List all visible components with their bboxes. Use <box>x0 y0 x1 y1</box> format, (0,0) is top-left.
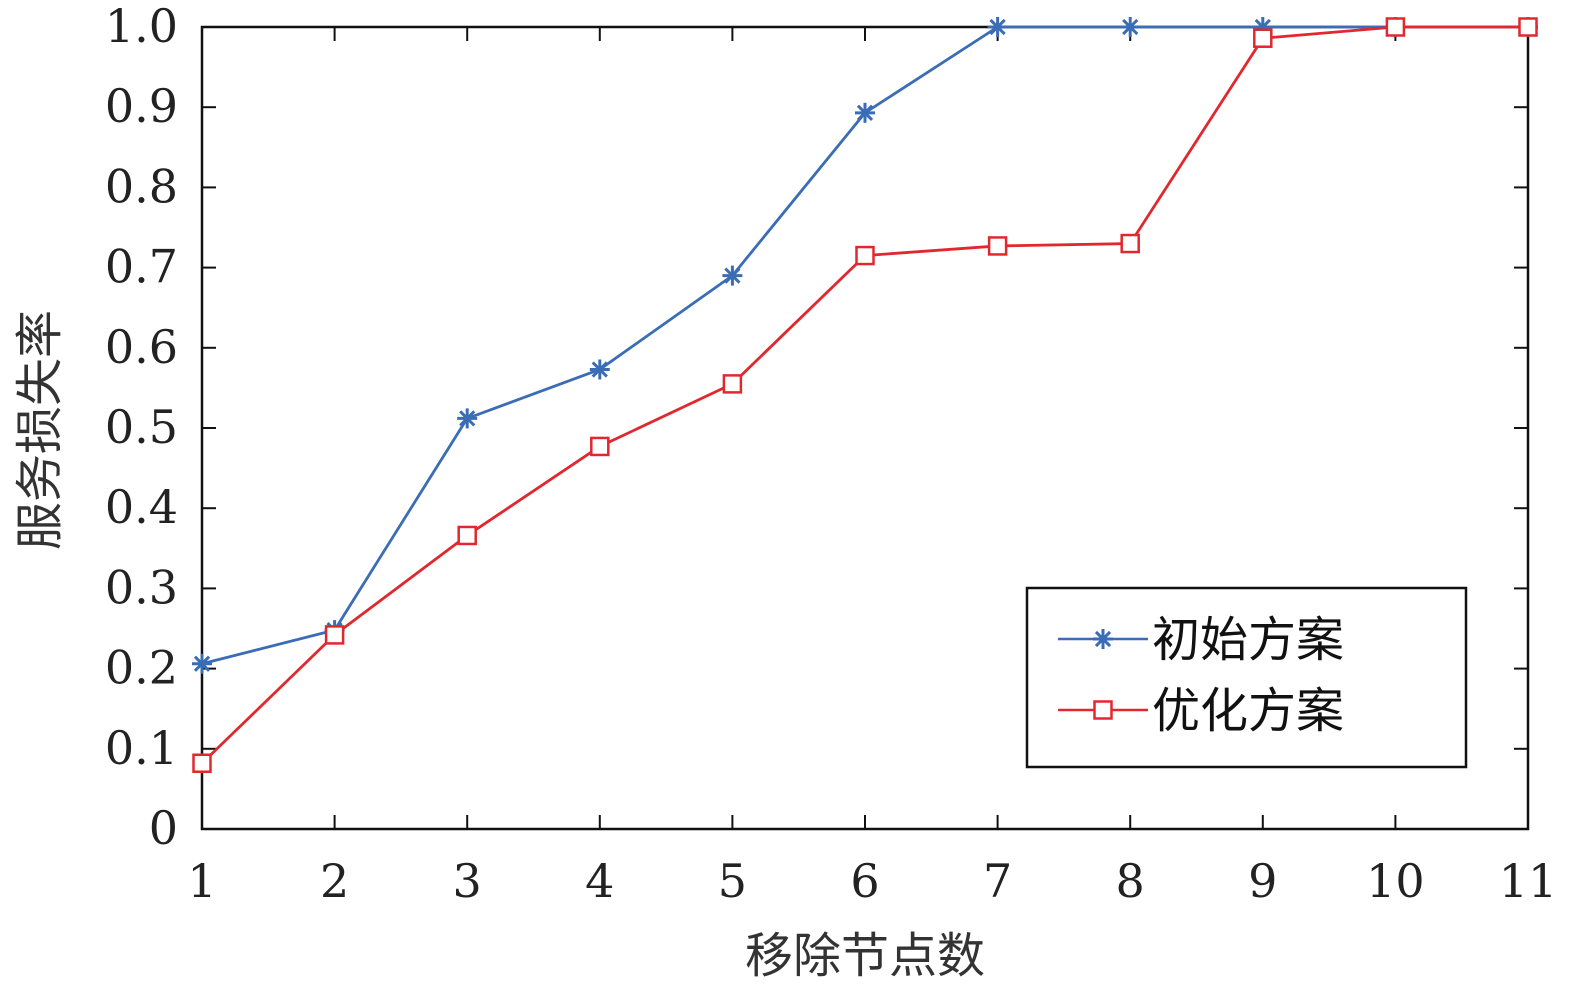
series-2 <box>192 17 1538 773</box>
legend-label-optimized: 优化方案 <box>1152 683 1344 739</box>
y-tick-label: 0.4 <box>105 480 178 534</box>
data-point <box>722 265 743 286</box>
y-axis: 0 0.1 0.2 0.3 0.4 0.5 0.6 0.7 0.8 0.9 1.0 <box>105 0 1528 855</box>
x-tick-label: 8 <box>1116 854 1145 908</box>
data-point <box>855 102 875 123</box>
x-tick-label: 5 <box>718 854 747 908</box>
legend-marker-square-icon <box>1093 700 1113 720</box>
x-tick-label: 10 <box>1366 854 1425 908</box>
legend-label-initial: 初始方案 <box>1152 612 1344 668</box>
x-tick-label: 6 <box>850 854 879 908</box>
data-point <box>590 436 610 457</box>
x-tick-label: 7 <box>983 854 1012 908</box>
x-tick-label: 11 <box>1499 854 1558 908</box>
data-point <box>722 374 743 394</box>
y-tick-label: 1.0 <box>105 0 178 53</box>
x-tick-label: 4 <box>585 854 614 908</box>
data-point <box>987 236 1008 256</box>
data-point <box>1120 17 1141 37</box>
y-tick-label: 0.1 <box>105 721 178 775</box>
y-tick-label: 0.9 <box>105 79 178 133</box>
series-layer <box>192 17 1538 773</box>
x-tick-label: 1 <box>187 854 216 908</box>
data-point <box>987 17 1008 37</box>
data-point <box>324 625 345 645</box>
y-tick-label: 0.3 <box>105 560 178 614</box>
data-point <box>192 653 212 674</box>
data-point <box>855 245 875 266</box>
y-tick-label: 0.2 <box>105 641 178 695</box>
legend-box <box>1025 586 1468 769</box>
data-point <box>457 525 477 546</box>
x-tick-label: 3 <box>453 854 482 908</box>
data-point <box>1120 233 1140 254</box>
x-tick-label: 2 <box>320 854 349 908</box>
x-axis: 1 2 3 4 5 6 7 8 9 10 11 <box>187 27 1557 908</box>
data-point <box>192 753 212 773</box>
data-point <box>1518 17 1538 37</box>
y-tick-label: 0.5 <box>105 400 178 454</box>
y-tick-label: 0.6 <box>105 320 178 374</box>
y-tick-label: 0 <box>149 801 178 855</box>
data-point <box>457 408 478 429</box>
y-axis-title: 服务损失率 <box>12 310 68 550</box>
x-tick-label: 9 <box>1248 854 1277 908</box>
x-axis-title: 移除节点数 <box>745 928 985 984</box>
legend-marker-asterisk-icon <box>1093 629 1113 649</box>
data-point <box>589 359 610 380</box>
y-tick-label: 0.8 <box>105 159 178 213</box>
data-point <box>1253 28 1273 48</box>
y-tick-label: 0.7 <box>105 240 178 294</box>
legend: 初始方案 优化方案 <box>1025 586 1468 769</box>
data-point <box>1385 17 1406 37</box>
